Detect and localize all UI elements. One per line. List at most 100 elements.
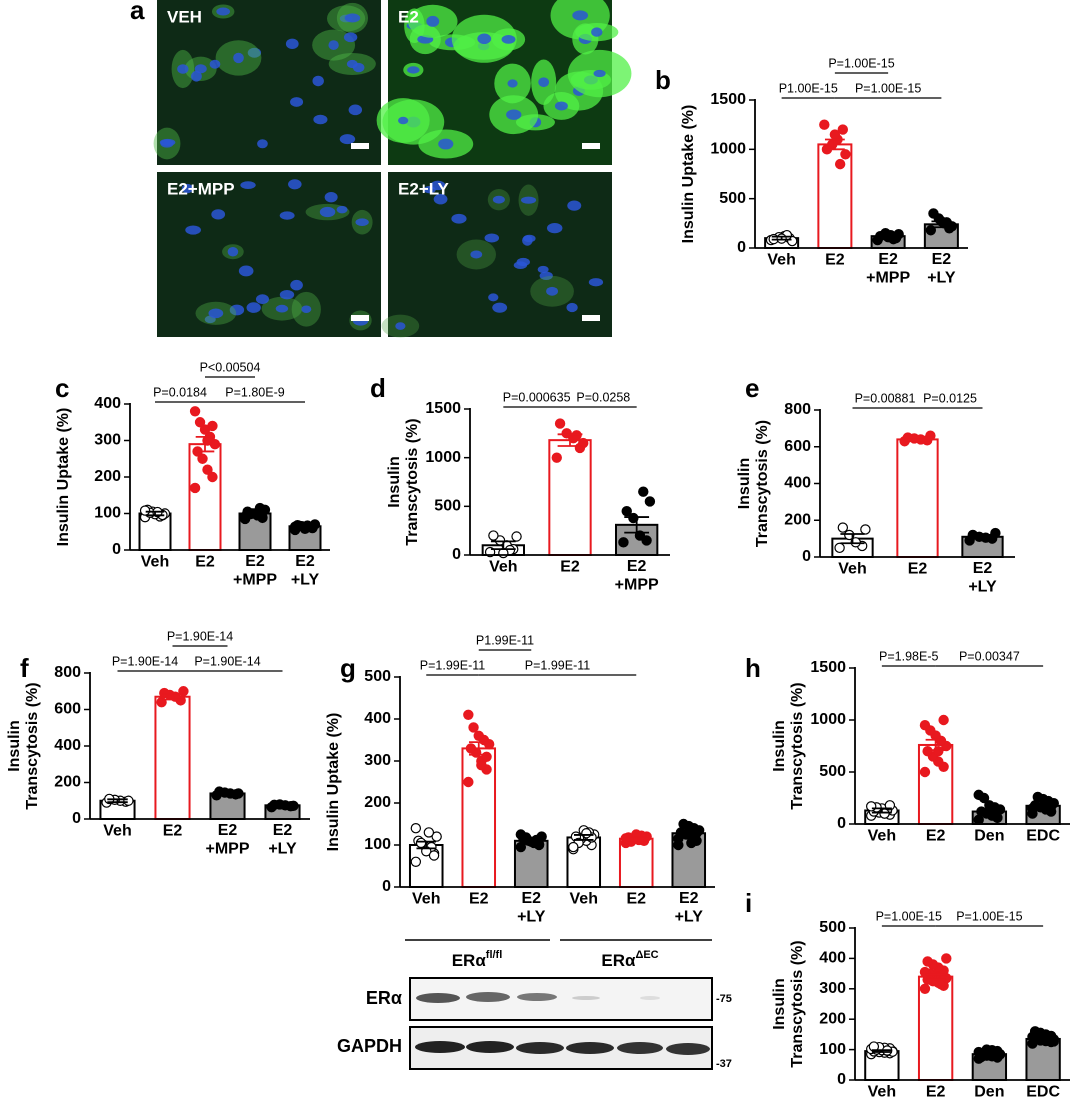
data-point [973,789,984,801]
x-tick-label: Veh [412,890,440,907]
data-point [922,746,933,757]
p-value: P=1.00E-15 [956,909,1022,923]
y-tick-label: 500 [434,498,461,515]
nucleus [339,134,356,145]
data-point [644,496,656,507]
x-tick-label: Den [974,827,1004,844]
nucleus [319,206,336,218]
nucleus [194,64,207,74]
y-tick-label: 1000 [425,449,461,466]
text-line: Insulin [6,720,23,772]
data-point [919,966,931,978]
nucleus [546,223,563,234]
data-point [465,743,477,754]
y-tick-label: 800 [784,401,811,418]
nucleus [395,322,406,330]
nucleus [177,64,189,74]
image-label: E2 [398,7,419,26]
panel-label: i [745,888,752,918]
nucleus [246,302,261,313]
nucleus [227,246,239,257]
x-tick-label: E2 [926,827,946,844]
y-tick-label: 300 [819,980,846,997]
error-bar [905,437,930,442]
p-value: P1.00E-15 [779,81,838,95]
error-bar [162,693,183,701]
nucleus [513,261,528,269]
error-bar [245,510,265,517]
nucleus [208,308,224,319]
data-point [834,158,846,170]
band [640,996,660,1000]
band [516,1042,564,1054]
data-point [554,418,566,429]
data-point [922,956,933,967]
data-point [410,856,422,868]
panel-label: a [130,0,145,25]
y-tick-label: 200 [819,1010,846,1027]
y-tick-label: 200 [94,468,121,485]
text-line: +LY [675,909,704,926]
data-point [202,464,213,475]
data-point [628,512,639,524]
data-point [207,471,218,483]
nucleus [492,195,505,204]
nucleus [438,138,454,150]
blot-frame [409,977,713,1021]
data-point [919,766,931,778]
y-axis-label: InsulinTranscytosis (%) [771,940,806,1067]
nucleus [492,302,508,313]
nucleus [257,139,268,149]
error-bar [925,973,946,980]
x-tick-label: Den [974,1083,1004,1100]
nucleus [501,35,516,44]
data-point [638,486,649,497]
error-bar [295,524,315,529]
data-point [621,506,632,517]
error-bar [217,791,238,796]
band [517,993,557,1001]
y-tick-label: 200 [784,511,811,528]
text-line: +LY [968,579,997,596]
y-tick-label: 100 [94,505,121,522]
y-tick-label: 500 [819,763,846,780]
nucleus [290,97,304,107]
nucleus [229,304,245,316]
text-line: +MPP [233,572,277,589]
p-value: P=1.00E-15 [876,909,942,923]
y-tick-label: 300 [364,752,391,769]
nucleus [247,47,262,58]
y-axis-label: InsulinTranscytosis (%) [736,420,771,547]
text-line: +MPP [205,841,249,858]
error-bar [416,840,437,850]
y-tick-label: 500 [719,190,746,207]
data-point [829,129,841,140]
nucleus [591,27,603,37]
y-tick-label: 500 [364,668,391,685]
x-tick-label: E2 +LY [675,890,704,925]
nucleus [238,265,254,277]
group-text: ERα [601,951,636,970]
nucleus [538,77,550,88]
nucleus [593,69,606,78]
y-axis-label: Insulin Uptake (%) [55,408,72,547]
data-point [834,542,845,554]
scale-bar [351,315,369,321]
text-line: Insulin [386,456,403,508]
group-sup: fl/fl [486,949,503,961]
data-point [123,795,134,806]
data-point [686,837,697,849]
y-tick-label: 400 [54,737,81,754]
text-line: E2 [521,890,541,907]
y-tick-label: 200 [364,794,391,811]
bar [154,695,191,820]
nucleus [554,101,568,111]
nucleus [191,70,202,82]
error-bar [468,741,489,756]
nucleus [159,138,176,146]
nucleus [348,104,363,116]
p-value: P=1.90E-14 [194,654,260,668]
y-tick-label: 1000 [710,141,746,158]
data-point [860,524,871,535]
x-tick-label: E2 +LY [968,560,997,595]
